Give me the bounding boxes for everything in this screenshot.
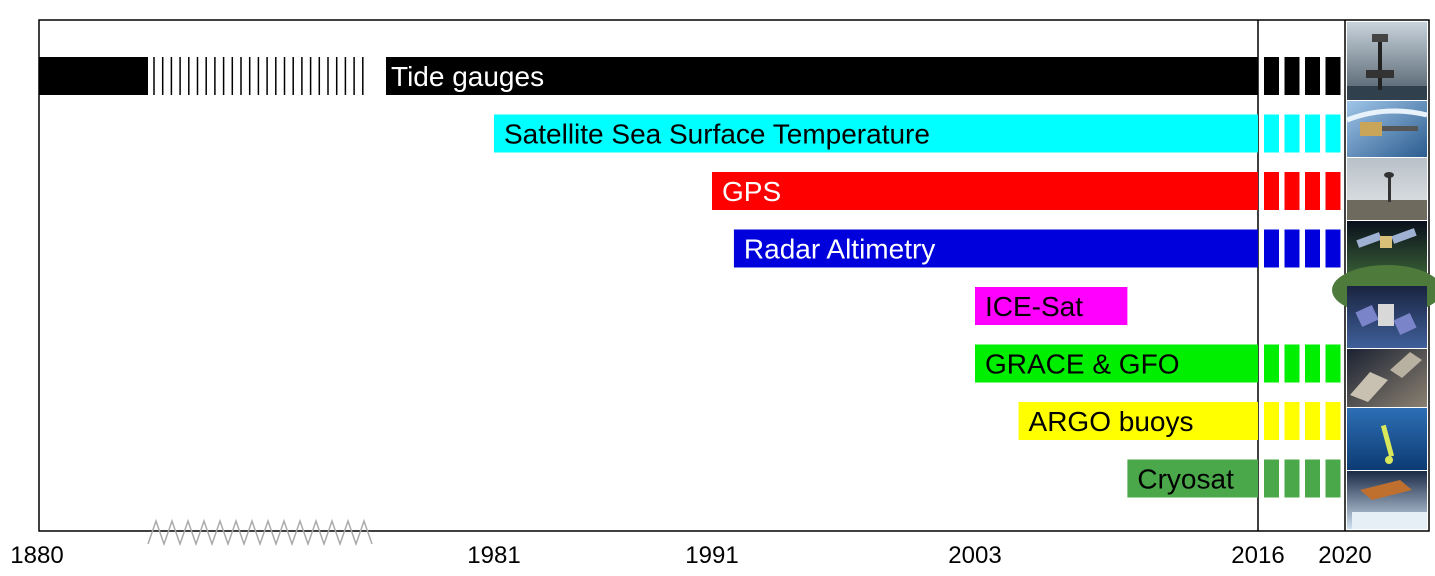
tide-gauges-continuation-dash [1325, 57, 1341, 95]
argo-buoys-bar [1018, 402, 1258, 440]
tick-label-1981: 1981 [467, 542, 520, 569]
radar-altimetry-continuation-dash [1305, 229, 1320, 268]
tide-gauges-continuation-dash [1264, 57, 1279, 95]
argo-buoys-label: ARGO buoys [1029, 406, 1194, 437]
cryosat-photo [1347, 471, 1427, 529]
tide-gauges-bar [386, 57, 1258, 95]
tide-gauges-early-bar [39, 57, 148, 95]
satellite-sea-surface-temperature-label: Satellite Sea Surface Temperature [504, 119, 930, 150]
gps-station-photo [1347, 158, 1427, 220]
cryosat-continuation-dash [1325, 459, 1341, 498]
gps-label: GPS [722, 176, 781, 207]
tide-gauges-label: Tide gauges [391, 61, 544, 92]
cryosat-continuation-dash [1264, 459, 1279, 498]
tick-label-2020: 2020 [1318, 542, 1371, 569]
cryosat-continuation-dash [1305, 459, 1320, 498]
gps-continuation-dash [1325, 172, 1341, 210]
photo-strip [1332, 22, 1435, 529]
radar-altimetry-continuation-dash [1325, 229, 1341, 268]
gps-bar [712, 172, 1258, 210]
ice-sat-label: ICE-Sat [985, 291, 1083, 322]
gps-continuation-dash [1284, 172, 1300, 210]
argo-buoys-continuation-dash [1325, 402, 1341, 440]
satellite-sea-surface-temperature-continuation-dash [1325, 114, 1341, 153]
gps-continuation-dash [1264, 172, 1279, 210]
cryosat-continuation-dash [1284, 459, 1300, 498]
sst-satellite-photo [1346, 101, 1428, 157]
satellite-sea-surface-temperature-continuation-dash [1305, 114, 1320, 153]
radar-altimetry-continuation-dash [1284, 229, 1300, 268]
tide-gauge-hatching [153, 57, 364, 95]
bar-group: Tide gauges Satellite Sea Surface Tempera… [39, 57, 1258, 498]
satellite-sea-surface-temperature-bar [494, 114, 1258, 153]
x-axis-ticks: 1880 1981 1991 2003 2016 2020 [10, 542, 1371, 569]
radar-altimetry-bar [733, 229, 1258, 268]
grace-and-gfo-continuation-dash [1305, 344, 1320, 383]
grace-and-gfo-continuation-dash [1325, 344, 1341, 383]
tick-label-2016: 2016 [1231, 542, 1284, 569]
radar-altimetry-continuation-dash [1264, 229, 1279, 268]
argo-buoys-continuation-dash [1264, 402, 1279, 440]
grace-and-gfo-continuation-dash [1264, 344, 1279, 383]
tide-gauges-continuation-dash [1305, 57, 1320, 95]
plot-frame [38, 19, 1430, 532]
continuation-dash-group [1264, 57, 1341, 498]
axis-break-zigzag [147, 518, 373, 547]
argo-buoys-continuation-dash [1284, 402, 1300, 440]
tick-label-1880: 1880 [10, 542, 63, 569]
gps-continuation-dash [1305, 172, 1320, 210]
tick-label-1991: 1991 [685, 542, 738, 569]
argo-buoys-continuation-dash [1305, 402, 1320, 440]
grace-and-gfo-bar [975, 344, 1258, 383]
tide-gauges-continuation-dash [1284, 57, 1300, 95]
satellite-sea-surface-temperature-continuation-dash [1264, 114, 1279, 153]
tick-label-2003: 2003 [948, 542, 1001, 569]
ice-sat-bar [975, 287, 1128, 325]
grace-and-gfo-continuation-dash [1284, 344, 1300, 383]
radar-altimetry-label: Radar Altimetry [744, 234, 935, 265]
cryosat-bar [1127, 459, 1258, 498]
tide-gauge-photo [1347, 22, 1427, 100]
satellite-sea-surface-temperature-continuation-dash [1284, 114, 1300, 153]
icesat-photo [1347, 286, 1427, 348]
grace-and-gfo-label: GRACE & GFO [985, 349, 1179, 380]
cryosat-label: Cryosat [1137, 464, 1234, 495]
argo-buoy-photo [1347, 408, 1427, 470]
grace-satellite-photo [1347, 349, 1427, 407]
